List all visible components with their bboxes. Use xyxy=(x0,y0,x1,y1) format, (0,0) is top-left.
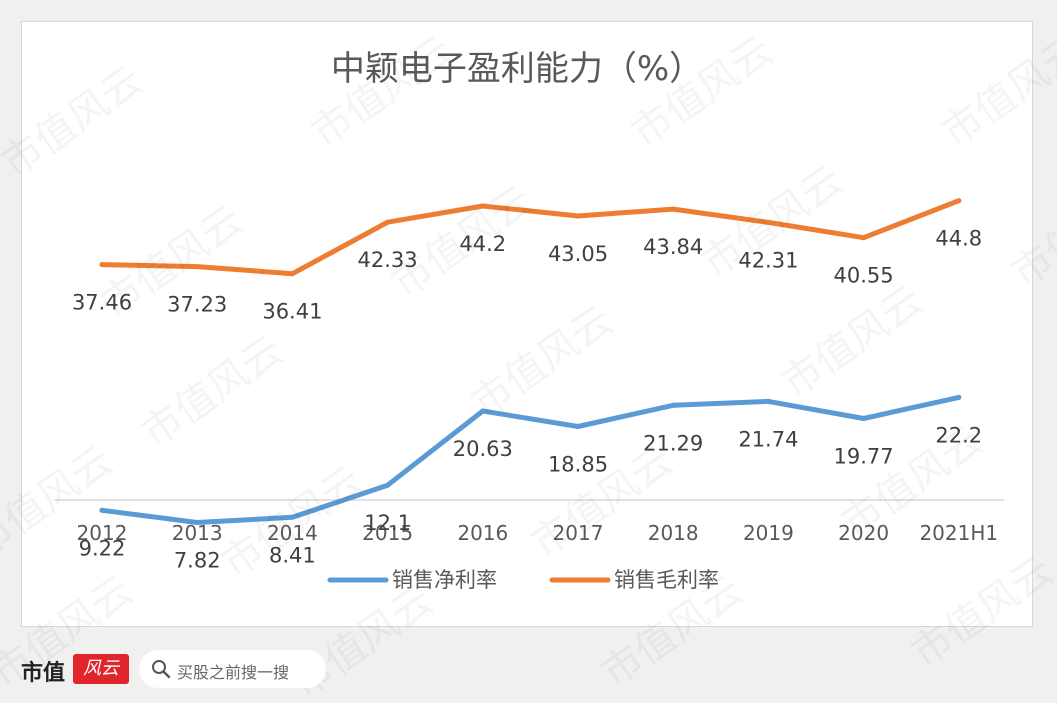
data-point xyxy=(670,206,676,212)
data-label: 44.2 xyxy=(459,232,506,256)
brand-logo-seal: 风云 xyxy=(73,654,129,684)
data-label: 22.2 xyxy=(935,423,982,447)
data-point xyxy=(194,264,200,270)
chart-card: 中颖电子盈利能力（%） 2012 2013 2014 2015 2016 2017 2018 2… xyxy=(21,21,1033,627)
data-label: 9.22 xyxy=(79,536,126,560)
data-label: 21.29 xyxy=(643,431,703,455)
x-tick-label: 2021H1 xyxy=(919,521,998,545)
data-label: 8.41 xyxy=(269,543,316,567)
data-label: 42.31 xyxy=(738,248,798,272)
data-point xyxy=(385,482,391,488)
legend-label-2: 销售毛利率 xyxy=(614,568,719,592)
legend-label-1: 销售净利率 xyxy=(392,568,497,592)
x-tick-label: 2020 xyxy=(838,521,889,545)
series-line-1 xyxy=(99,394,962,525)
data-label: 44.8 xyxy=(935,227,982,251)
data-label: 18.85 xyxy=(548,453,608,477)
x-tick-label: 2012 xyxy=(77,521,128,545)
data-point xyxy=(956,198,962,204)
data-point xyxy=(480,408,486,414)
brand-logo-text: 市值 xyxy=(21,660,66,686)
data-point xyxy=(765,398,771,404)
chart-svg: 中颖电子盈利能力（%）2012 2013 2014 2015 2016 2017 2018 2… xyxy=(54,49,1004,592)
data-label: 12.1 xyxy=(364,511,411,535)
data-point xyxy=(575,213,581,219)
data-label: 37.46 xyxy=(72,291,132,315)
data-label: 43.05 xyxy=(548,242,608,266)
data-label: 42.33 xyxy=(358,248,418,272)
data-point xyxy=(670,402,676,408)
data-point xyxy=(194,520,200,525)
search-icon xyxy=(152,660,171,679)
data-label: 40.55 xyxy=(834,264,894,288)
data-point xyxy=(861,235,867,241)
data-point xyxy=(956,394,962,400)
chart-title: 中颖电子盈利能力（%） xyxy=(331,49,703,89)
data-label: 43.84 xyxy=(643,235,703,259)
data-point xyxy=(765,219,771,225)
series-line-2 xyxy=(99,198,962,277)
x-tick-label: 2018 xyxy=(648,521,699,545)
x-tick-label: 2015 xyxy=(362,521,413,545)
data-point xyxy=(861,416,867,421)
data-label: 7.82 xyxy=(174,549,221,573)
data-label: 21.74 xyxy=(738,427,798,451)
x-tick-label: 2014 xyxy=(267,521,318,545)
data-label: 19.77 xyxy=(834,445,894,469)
x-tick-label: 2019 xyxy=(743,521,794,545)
data-label: 20.63 xyxy=(453,437,513,461)
search-box[interactable]: 买股之前搜一搜 xyxy=(139,650,326,688)
data-point xyxy=(99,507,105,513)
data-point xyxy=(99,262,105,268)
data-point xyxy=(385,219,391,225)
data-point xyxy=(575,424,581,429)
footer-bar: 市值 风云 买股之前搜一搜 xyxy=(0,645,1057,695)
x-tick-label: 2016 xyxy=(457,521,508,545)
data-point xyxy=(289,271,295,277)
data-point xyxy=(289,514,295,520)
data-label: 37.23 xyxy=(167,293,227,317)
x-tick-label: 2017 xyxy=(553,521,604,545)
search-placeholder: 买股之前搜一搜 xyxy=(177,663,290,682)
data-point xyxy=(480,203,486,209)
data-label: 36.41 xyxy=(262,300,322,324)
